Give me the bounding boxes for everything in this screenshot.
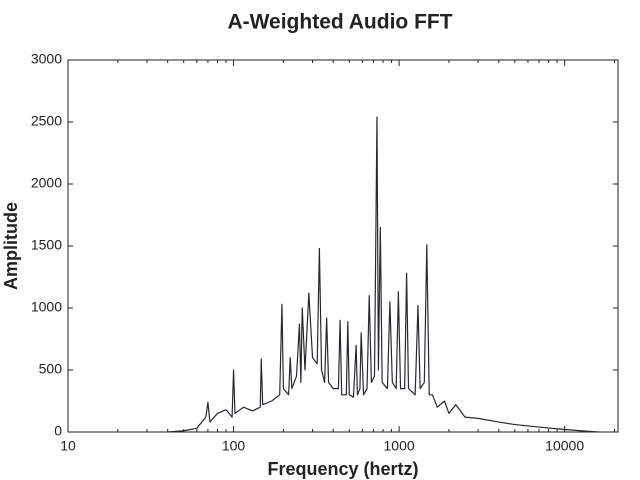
- x-tick-label: 1000: [384, 438, 415, 454]
- x-tick-label: 10000: [545, 438, 584, 454]
- y-axis-label: Amplitude: [1, 202, 21, 290]
- y-tick-label: 1000: [31, 299, 62, 315]
- y-tick-label: 1500: [31, 237, 62, 253]
- fft-line: [167, 116, 599, 433]
- y-tick-label: 3000: [31, 51, 62, 67]
- x-tick-label: 100: [222, 438, 246, 454]
- x-axis-label: Frequency (hertz): [267, 459, 418, 479]
- x-tick-label: 10: [60, 438, 76, 454]
- y-tick-label: 0: [54, 423, 62, 439]
- y-tick-label: 2500: [31, 113, 62, 129]
- y-tick-label: 2000: [31, 175, 62, 191]
- chart-title: A-Weighted Audio FFT: [227, 11, 452, 34]
- plot-frame: [67, 59, 619, 433]
- y-tick-label: 500: [39, 361, 63, 377]
